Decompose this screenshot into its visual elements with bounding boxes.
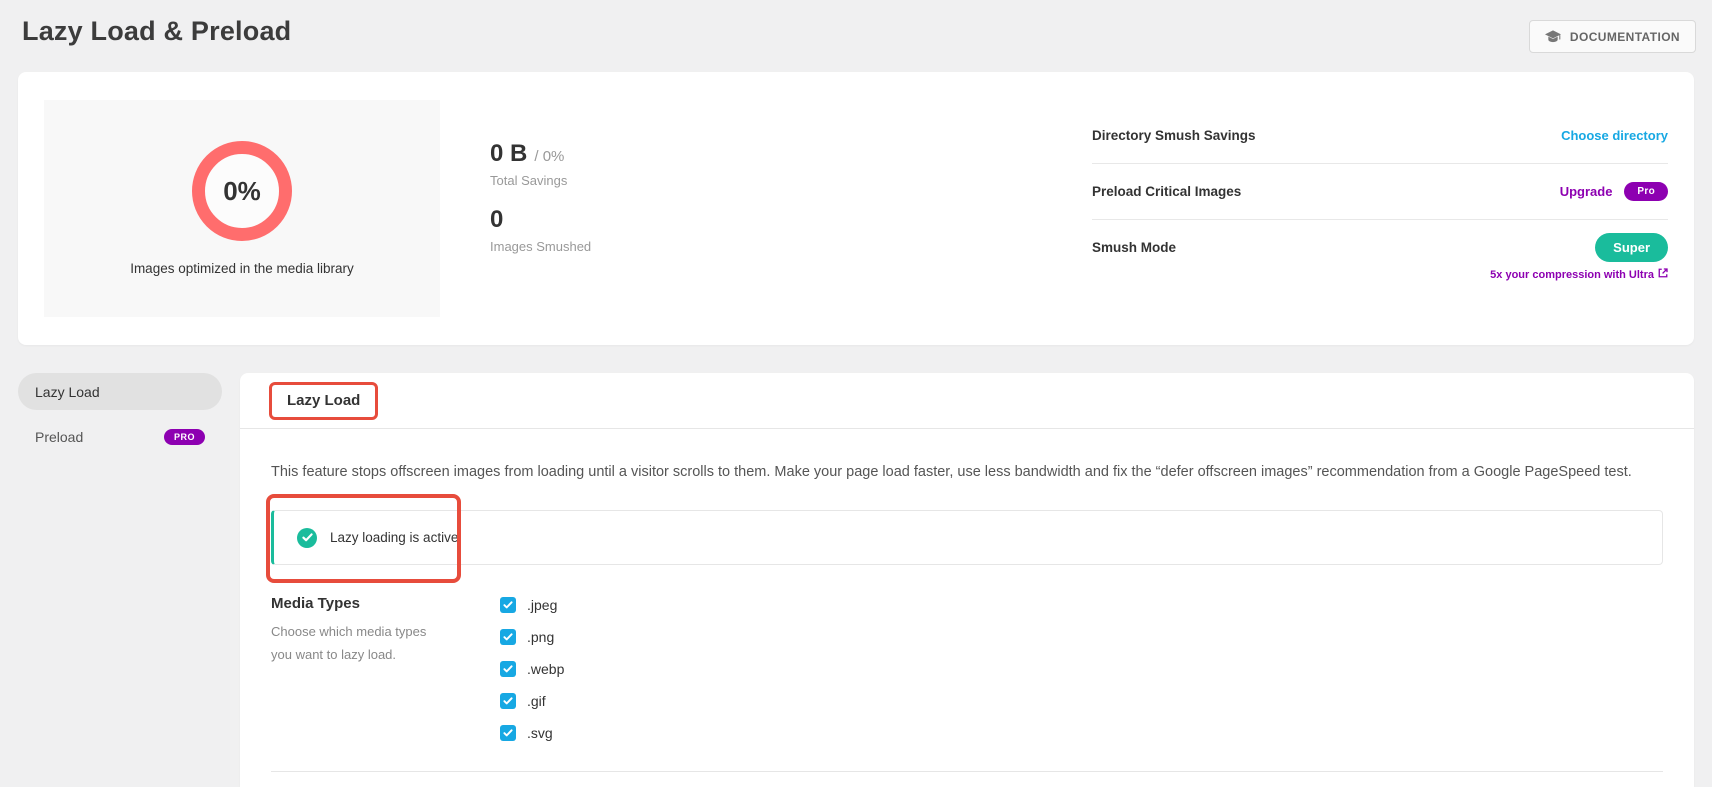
page-title: Lazy Load & Preload — [22, 16, 292, 46]
optimization-score-ring: 0% — [192, 141, 292, 241]
lazy-load-active-notice: Lazy loading is active. — [271, 510, 1663, 565]
sidebar-pro-badge: PRO — [163, 428, 205, 445]
optimization-score-box: 0% Images optimized in the media library — [44, 100, 440, 317]
choose-directory-link[interactable]: Choose directory — [1561, 128, 1668, 143]
smush-mode-row: Smush Mode Super 5x your compression wit… — [1092, 220, 1668, 298]
sidebar-item-lazy-load[interactable]: Lazy Load — [18, 373, 222, 410]
sidebar-item-preload-label: Preload — [35, 428, 84, 445]
media-types-description: Choose which media types you want to laz… — [271, 624, 427, 662]
media-type-option-jpeg[interactable]: .jpeg — [500, 596, 564, 614]
media-type-label-gif: .gif — [527, 693, 546, 709]
media-type-option-webp[interactable]: .webp — [500, 660, 564, 678]
preload-critical-row: Preload Critical Images Upgrade Pro — [1092, 164, 1668, 220]
smush-mode-label: Smush Mode — [1092, 240, 1177, 255]
media-type-label-webp: .webp — [527, 661, 565, 677]
checkbox-checked-icon[interactable] — [500, 661, 516, 677]
media-types-label: Media Types — [271, 595, 360, 612]
panel-header: Lazy Load — [240, 373, 1694, 429]
images-smushed-label: Images Smushed — [490, 239, 592, 254]
checkbox-checked-icon[interactable] — [500, 693, 516, 709]
lazy-load-panel: Lazy Load This feature stops offscreen i… — [240, 373, 1694, 787]
upgrade-link[interactable]: Upgrade — [1559, 184, 1613, 199]
media-type-label-jpeg: .jpeg — [527, 597, 558, 613]
directory-smush-row: Directory Smush Savings Choose directory — [1092, 108, 1668, 164]
summary-card: 0% Images optimized in the media library… — [18, 72, 1694, 345]
summary-feature-rows: Directory Smush Savings Choose directory… — [1092, 108, 1668, 298]
super-mode-badge: Super — [1595, 233, 1668, 262]
ultra-upsell-link[interactable]: 5x your compression with Ultra — [1490, 268, 1668, 281]
optimization-score-value: 0% — [223, 175, 261, 206]
total-savings-value: 0 B — [490, 140, 528, 167]
total-savings-label: Total Savings — [490, 173, 568, 188]
check-circle-icon — [297, 527, 317, 548]
section-divider — [271, 771, 1663, 772]
checkbox-checked-icon[interactable] — [500, 725, 516, 741]
graduation-cap-icon — [1544, 29, 1561, 44]
sidebar-item-lazy-load-label: Lazy Load — [35, 383, 100, 400]
media-type-label-svg: .svg — [527, 725, 553, 741]
total-savings-percent: / 0% — [534, 148, 565, 165]
annotation-highlight-heading: Lazy Load — [269, 381, 379, 420]
optimization-score-caption: Images optimized in the media library — [130, 261, 354, 276]
media-type-option-svg[interactable]: .svg — [500, 724, 564, 742]
preload-critical-label: Preload Critical Images — [1092, 184, 1242, 199]
media-type-label-png: .png — [527, 629, 555, 645]
media-types-setting: Media Types Choose which media types you… — [271, 595, 1663, 756]
pro-badge: Pro — [1624, 182, 1668, 201]
media-type-option-png[interactable]: .png — [500, 628, 564, 646]
summary-stats: 0 B / 0% Total Savings 0 Images Smushed — [490, 140, 591, 254]
settings-sidebar: Lazy Load Preload PRO — [18, 373, 222, 455]
documentation-button-label: DOCUMENTATION — [1569, 29, 1680, 44]
ultra-upsell-label: 5x your compression with Ultra — [1490, 268, 1654, 281]
notice-text: Lazy loading is active. — [330, 530, 463, 545]
external-link-icon — [1658, 268, 1668, 281]
checkbox-checked-icon[interactable] — [500, 597, 516, 613]
documentation-button[interactable]: DOCUMENTATION — [1528, 20, 1696, 53]
checkbox-checked-icon[interactable] — [500, 629, 516, 645]
images-smushed-value: 0 — [490, 206, 504, 233]
sidebar-item-preload[interactable]: Preload PRO — [18, 418, 222, 455]
lazy-load-description: This feature stops offscreen images from… — [271, 464, 1632, 480]
panel-heading: Lazy Load — [287, 391, 361, 409]
media-type-option-gif[interactable]: .gif — [500, 692, 564, 710]
directory-smush-label: Directory Smush Savings — [1092, 128, 1256, 143]
